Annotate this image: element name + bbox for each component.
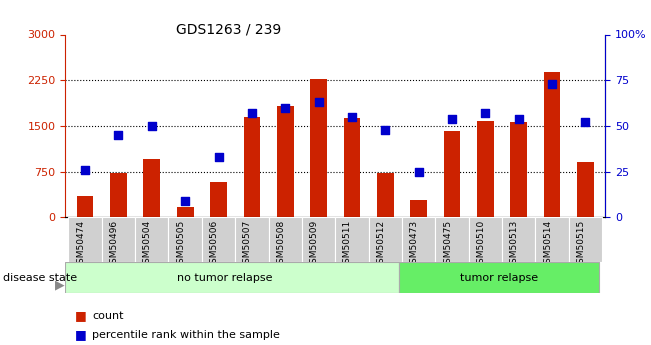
Text: GSM50504: GSM50504 bbox=[143, 220, 152, 269]
Text: ■: ■ bbox=[75, 328, 87, 341]
Bar bbox=[344, 118, 360, 217]
Bar bbox=[569, 217, 602, 262]
Bar bbox=[68, 217, 102, 262]
Bar bbox=[402, 217, 436, 262]
Bar bbox=[469, 217, 502, 262]
Point bbox=[80, 167, 90, 172]
Point bbox=[146, 123, 157, 129]
Text: GSM50473: GSM50473 bbox=[409, 220, 419, 269]
Point bbox=[413, 169, 424, 174]
Text: disease state: disease state bbox=[3, 273, 77, 283]
Text: ▶: ▶ bbox=[55, 278, 64, 291]
Text: GSM50507: GSM50507 bbox=[243, 220, 252, 269]
Point bbox=[514, 116, 524, 121]
Bar bbox=[269, 217, 302, 262]
Bar bbox=[436, 217, 469, 262]
Text: ■: ■ bbox=[75, 309, 87, 322]
Text: GSM50513: GSM50513 bbox=[510, 220, 519, 269]
Text: GSM50515: GSM50515 bbox=[576, 220, 585, 269]
Text: GSM50511: GSM50511 bbox=[343, 220, 352, 269]
Text: GSM50512: GSM50512 bbox=[376, 220, 385, 269]
Bar bbox=[110, 174, 127, 217]
Point bbox=[447, 116, 457, 121]
Text: GSM50509: GSM50509 bbox=[310, 220, 318, 269]
Point bbox=[280, 105, 290, 110]
Bar bbox=[410, 200, 427, 217]
Bar bbox=[235, 217, 269, 262]
Bar bbox=[510, 122, 527, 217]
Text: no tumor relapse: no tumor relapse bbox=[178, 273, 273, 283]
Text: percentile rank within the sample: percentile rank within the sample bbox=[92, 330, 281, 339]
Bar bbox=[335, 217, 368, 262]
Text: GSM50510: GSM50510 bbox=[477, 220, 486, 269]
Bar bbox=[143, 159, 160, 217]
Text: count: count bbox=[92, 311, 124, 321]
Bar bbox=[277, 106, 294, 217]
Bar bbox=[210, 182, 227, 217]
Bar bbox=[577, 162, 594, 217]
Bar bbox=[102, 217, 135, 262]
Point bbox=[214, 154, 224, 160]
Bar bbox=[535, 217, 569, 262]
Point bbox=[480, 110, 491, 116]
Text: GSM50506: GSM50506 bbox=[210, 220, 219, 269]
Point bbox=[180, 198, 190, 204]
Bar bbox=[65, 262, 398, 293]
Point bbox=[313, 99, 324, 105]
Bar bbox=[177, 207, 193, 217]
Bar bbox=[477, 121, 493, 217]
Text: GSM50496: GSM50496 bbox=[109, 220, 118, 269]
Bar bbox=[135, 217, 169, 262]
Bar bbox=[202, 217, 235, 262]
Point bbox=[547, 81, 557, 87]
Bar bbox=[169, 217, 202, 262]
Text: GSM50508: GSM50508 bbox=[276, 220, 285, 269]
Point bbox=[580, 119, 590, 125]
Point bbox=[113, 132, 124, 138]
Bar bbox=[444, 131, 460, 217]
Text: GSM50474: GSM50474 bbox=[76, 220, 85, 269]
Bar bbox=[377, 173, 394, 217]
Text: tumor relapse: tumor relapse bbox=[460, 273, 538, 283]
Point bbox=[347, 114, 357, 120]
Bar bbox=[77, 196, 94, 217]
Bar bbox=[368, 217, 402, 262]
Point bbox=[247, 110, 257, 116]
Bar bbox=[311, 79, 327, 217]
Text: GDS1263 / 239: GDS1263 / 239 bbox=[176, 22, 281, 37]
Bar bbox=[302, 217, 335, 262]
Text: GSM50514: GSM50514 bbox=[543, 220, 552, 269]
Point bbox=[380, 127, 391, 132]
Bar bbox=[243, 117, 260, 217]
Bar bbox=[398, 262, 599, 293]
Text: GSM50475: GSM50475 bbox=[443, 220, 452, 269]
Text: GSM50505: GSM50505 bbox=[176, 220, 185, 269]
Bar bbox=[502, 217, 535, 262]
Bar bbox=[544, 72, 561, 217]
